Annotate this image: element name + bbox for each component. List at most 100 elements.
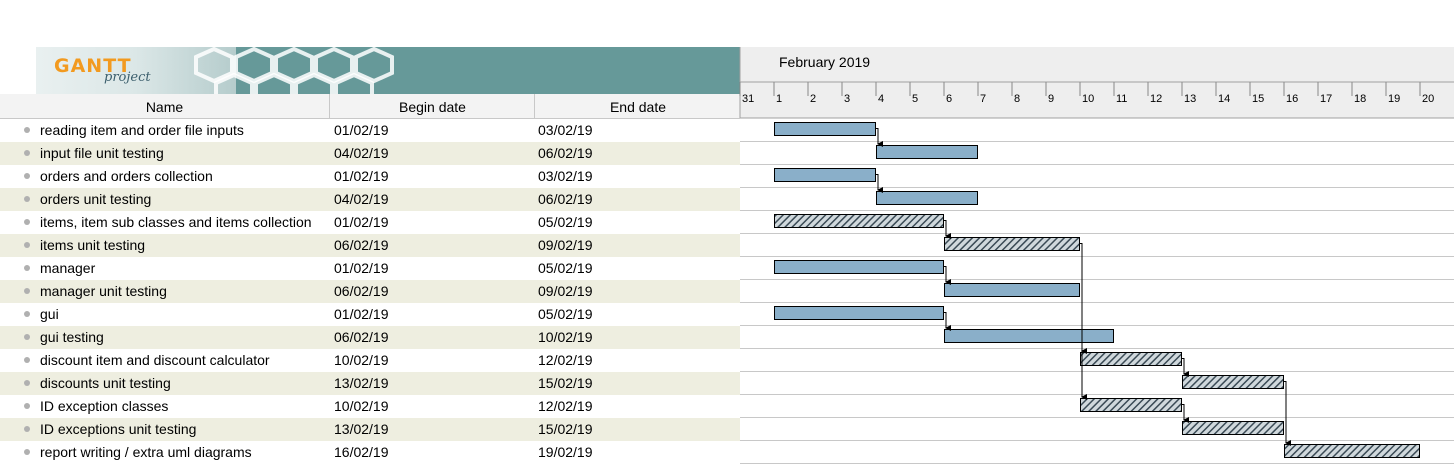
task-bar[interactable] (876, 191, 978, 205)
task-end-date: 06/02/19 (538, 191, 593, 207)
table-row[interactable]: items unit testing 06/02/19 09/02/19 (0, 234, 740, 257)
task-bar[interactable] (774, 122, 876, 136)
project-banner: GANTT project (36, 47, 740, 94)
task-end-date: 12/02/19 (538, 398, 593, 414)
task-bar[interactable] (1182, 421, 1284, 435)
task-name: manager (40, 260, 96, 276)
table-row[interactable]: reading item and order file inputs 01/02/… (0, 119, 740, 142)
table-row[interactable]: ID exceptions unit testing 13/02/19 15/02/… (0, 418, 740, 441)
logo-sub-text: project (104, 70, 151, 85)
dependency-arrow (1182, 358, 1189, 377)
task-bar[interactable] (774, 214, 944, 228)
bullet-icon (24, 334, 30, 340)
task-name: items unit testing (40, 237, 146, 253)
timeline-month-label: February 2019 (779, 54, 871, 70)
bullet-icon (24, 380, 30, 386)
task-end-date: 05/02/19 (538, 306, 593, 322)
bullet-icon (24, 288, 30, 294)
task-name: reading item and order file inputs (40, 122, 244, 138)
task-bar[interactable] (944, 329, 1114, 343)
table-row[interactable]: discount item and discount calculator 10/… (0, 349, 740, 372)
logo-brand-text: GANTT (54, 55, 132, 77)
bullet-icon (24, 196, 30, 202)
table-row[interactable]: report writing / extra uml diagrams 16/02… (0, 441, 740, 464)
table-row[interactable]: gui 01/02/19 05/02/19 (0, 303, 740, 326)
day-tick-label: 10 (1082, 93, 1094, 105)
table-row[interactable]: orders unit testing 04/02/19 06/02/19 (0, 188, 740, 211)
dependency-arrow (944, 220, 951, 239)
task-end-date: 15/02/19 (538, 375, 593, 391)
column-header-begin-date[interactable]: Begin date (329, 94, 535, 118)
task-end-date: 15/02/19 (538, 421, 593, 437)
dependency-arrow (1080, 243, 1087, 400)
day-tick-label: 2 (810, 93, 816, 105)
dependency-arrow (1284, 381, 1291, 446)
task-bar[interactable] (1182, 375, 1284, 389)
task-bar[interactable] (1284, 444, 1420, 458)
day-tick-label: 11 (1116, 93, 1127, 105)
day-tick-label: 20 (1422, 93, 1434, 105)
bullet-icon (24, 449, 30, 455)
task-end-date: 19/02/19 (538, 444, 593, 460)
bullet-icon (24, 150, 30, 156)
bullet-icon (24, 219, 30, 225)
bullet-icon (24, 426, 30, 432)
day-tick-label: 14 (1218, 93, 1230, 105)
day-tick-label: 5 (912, 93, 918, 105)
table-row[interactable]: ID exception classes 10/02/19 12/02/19 (0, 395, 740, 418)
table-row[interactable]: input file unit testing 04/02/19 06/02/19 (0, 142, 740, 165)
day-tick-label: 16 (1286, 93, 1298, 105)
task-name: gui (40, 306, 59, 322)
task-begin-date: 06/02/19 (334, 237, 389, 253)
task-name: report writing / extra uml diagrams (40, 444, 252, 460)
task-name: orders and orders collection (40, 168, 213, 184)
day-tick-label: 7 (980, 93, 986, 105)
task-begin-date: 10/02/19 (334, 352, 389, 368)
dependency-arrow (944, 266, 951, 285)
day-tick-label: 31 (742, 93, 754, 105)
bullet-icon (24, 265, 30, 271)
day-tick-label: 6 (946, 93, 952, 105)
column-header-end-date[interactable]: End date (534, 94, 741, 118)
task-begin-date: 01/02/19 (334, 306, 389, 322)
table-row[interactable]: orders and orders collection 01/02/19 03/0… (0, 165, 740, 188)
task-bar[interactable] (774, 168, 876, 182)
dependency-arrow (1182, 404, 1189, 423)
day-tick-label: 18 (1354, 93, 1366, 105)
bullet-icon (24, 173, 30, 179)
table-row[interactable]: gui testing 06/02/19 10/02/19 (0, 326, 740, 349)
day-tick-label: 9 (1048, 93, 1054, 105)
task-bar[interactable] (774, 306, 944, 320)
dependency-arrow (876, 128, 883, 147)
table-header: Name Begin date End date (0, 94, 740, 119)
task-end-date: 03/02/19 (538, 168, 593, 184)
task-bar[interactable] (876, 145, 978, 159)
task-name: manager unit testing (40, 283, 167, 299)
task-name: orders unit testing (40, 191, 152, 207)
task-end-date: 09/02/19 (538, 237, 593, 253)
task-bar[interactable] (944, 283, 1080, 297)
task-begin-date: 16/02/19 (334, 444, 389, 460)
task-bar[interactable] (944, 237, 1080, 251)
task-bar[interactable] (1080, 352, 1182, 366)
bullet-icon (24, 403, 30, 409)
column-header-name[interactable]: Name (145, 99, 184, 115)
table-row[interactable]: discounts unit testing 13/02/19 15/02/19 (0, 372, 740, 395)
dependency-arrow (876, 174, 883, 193)
table-row[interactable]: manager unit testing 06/02/19 09/02/19 (0, 280, 740, 303)
day-tick-label: 8 (1014, 93, 1020, 105)
day-tick-label: 15 (1252, 93, 1264, 105)
bullet-icon (24, 357, 30, 363)
task-name: input file unit testing (40, 145, 164, 161)
task-bar[interactable] (1080, 398, 1182, 412)
task-end-date: 03/02/19 (538, 122, 593, 138)
table-row[interactable]: items, item sub classes and items collec… (0, 211, 740, 234)
task-begin-date: 01/02/19 (334, 214, 389, 230)
table-row[interactable]: manager 01/02/19 05/02/19 (0, 257, 740, 280)
task-begin-date: 06/02/19 (334, 283, 389, 299)
task-begin-date: 04/02/19 (334, 191, 389, 207)
dependency-arrow (944, 312, 951, 331)
task-name: discount item and discount calculator (40, 352, 270, 368)
task-bar[interactable] (774, 260, 944, 274)
